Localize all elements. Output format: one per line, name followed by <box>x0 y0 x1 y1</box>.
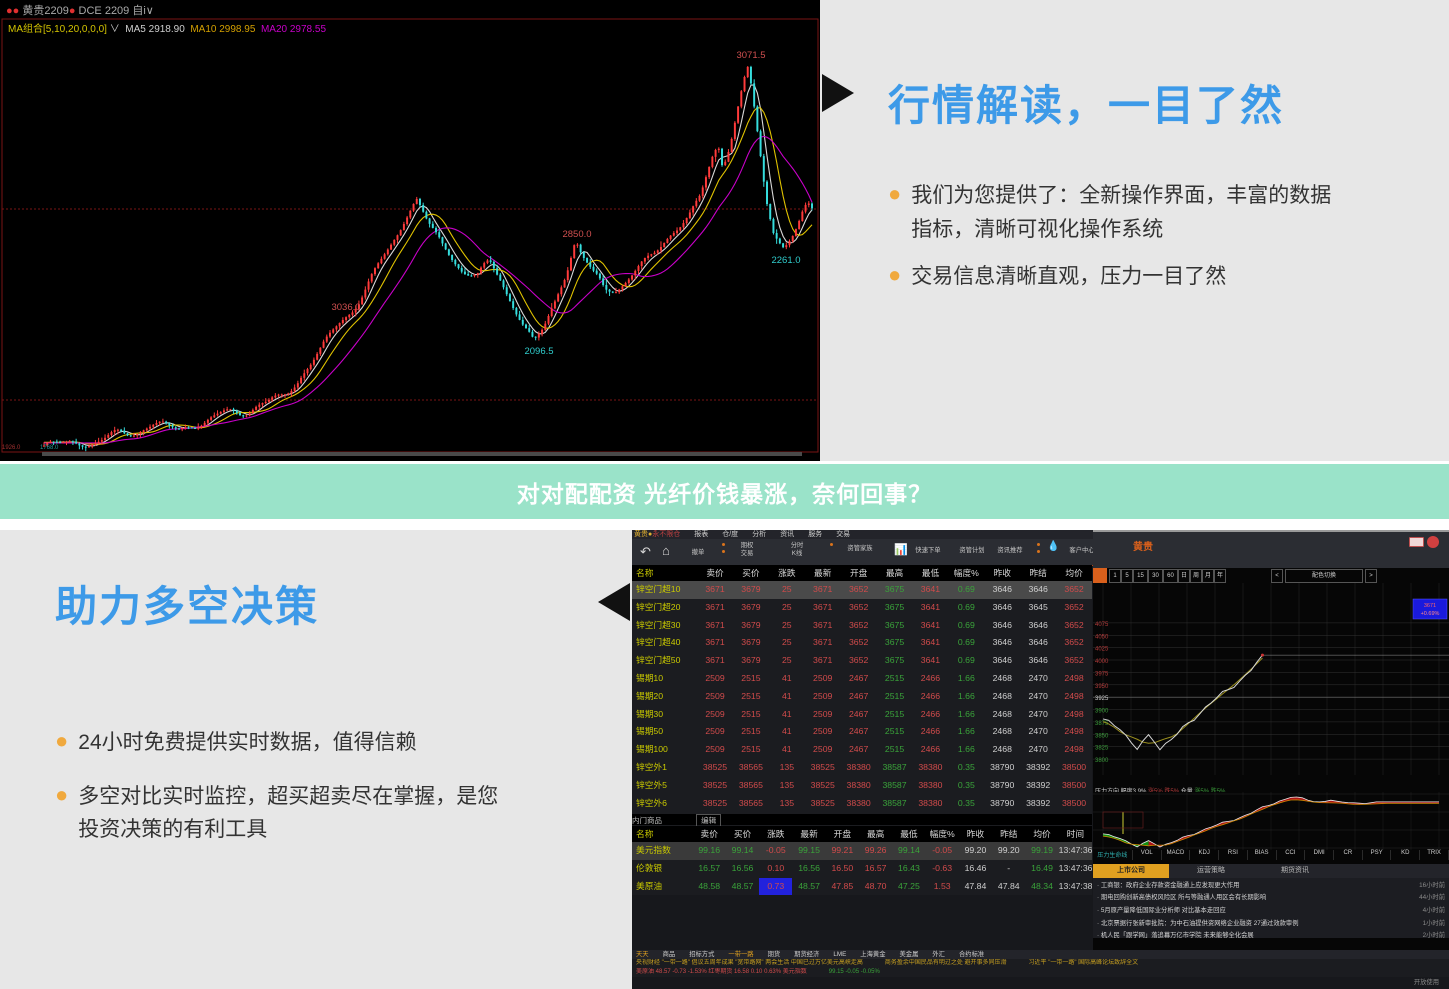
svg-text:3875: 3875 <box>1095 720 1109 726</box>
svg-text:4025: 4025 <box>1095 646 1109 652</box>
svg-text:3925: 3925 <box>1095 696 1109 702</box>
svg-text:+0.69%: +0.69% <box>1421 611 1440 617</box>
svg-text:3850: 3850 <box>1095 733 1109 739</box>
svg-text:3975: 3975 <box>1095 671 1109 677</box>
svg-text:4050: 4050 <box>1095 634 1109 640</box>
svg-text:4075: 4075 <box>1095 621 1109 627</box>
svg-text:3671: 3671 <box>1424 603 1436 609</box>
svg-text:1926.0: 1926.0 <box>2 445 21 451</box>
svg-text:4000: 4000 <box>1095 659 1109 665</box>
svg-text:2096.5: 2096.5 <box>524 346 553 357</box>
svg-text:3950: 3950 <box>1095 683 1109 689</box>
svg-text:3071.5: 3071.5 <box>736 50 765 61</box>
svg-text:3800: 3800 <box>1095 758 1109 764</box>
svg-text:2850.0: 2850.0 <box>562 229 591 240</box>
svg-text:3825: 3825 <box>1095 745 1109 751</box>
svg-text:1768.0: 1768.0 <box>40 445 59 451</box>
svg-text:2261.0: 2261.0 <box>771 255 800 266</box>
svg-text:3900: 3900 <box>1095 708 1109 714</box>
svg-text:3036.0: 3036.0 <box>331 302 360 313</box>
